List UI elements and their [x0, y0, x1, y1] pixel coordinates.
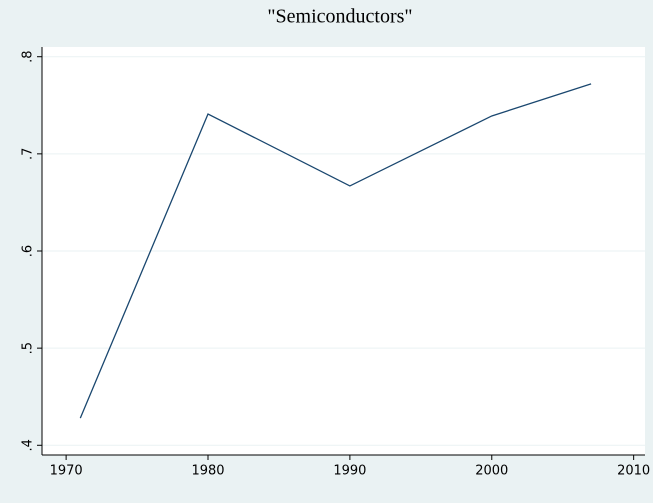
x-tick-label: 1990: [333, 464, 366, 479]
x-tick-label: 2010: [617, 464, 650, 479]
y-tick-label: .8: [21, 51, 36, 63]
line-series: [79, 83, 592, 419]
y-tick-label: .5: [21, 342, 36, 354]
x-tick-label: 1980: [191, 464, 224, 479]
y-tick-label: .6: [21, 245, 36, 257]
y-tick-label: .4: [21, 439, 36, 451]
x-tick-label: 2000: [475, 464, 508, 479]
x-tick-label: 1970: [50, 464, 83, 479]
chart-title: "Semiconductors": [267, 6, 412, 28]
y-tick-label: .7: [21, 148, 36, 160]
